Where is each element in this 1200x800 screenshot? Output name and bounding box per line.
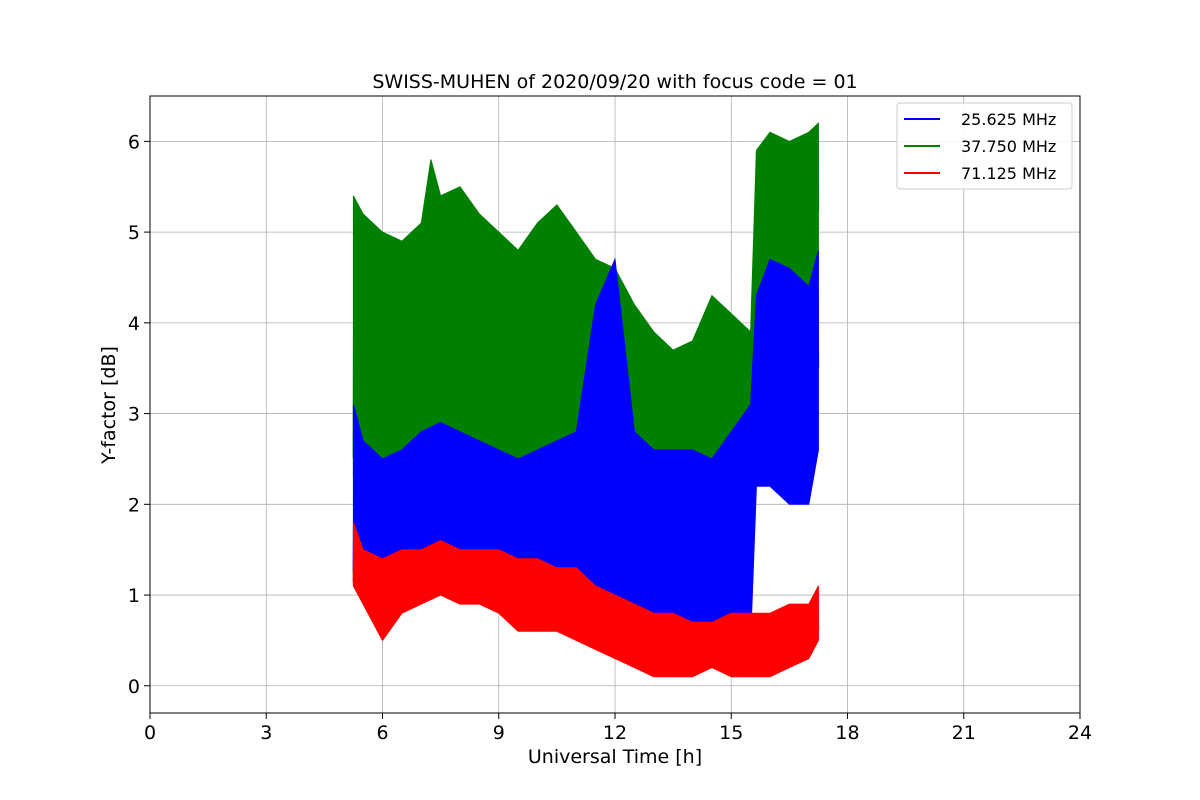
y-tick-label: 4 — [128, 313, 140, 335]
y-tick-label: 6 — [128, 131, 140, 153]
series-trace — [352, 276, 820, 662]
x-tick-label: 9 — [493, 722, 505, 744]
x-axis-ticks: 0 3 6 9 12 15 18 21 24 — [144, 713, 1092, 744]
x-tick-label: 15 — [719, 722, 743, 744]
legend-label-71-125: 71.125 MHz — [961, 164, 1056, 183]
chart-title: SWISS-MUHEN of 2020/09/20 with focus cod… — [372, 71, 857, 93]
x-tick-label: 12 — [603, 722, 627, 744]
x-tick-label: 24 — [1068, 722, 1092, 744]
y-axis-ticks: 0 1 2 3 4 5 6 — [128, 131, 150, 698]
x-axis-label: Universal Time [h] — [528, 746, 702, 768]
y-tick-label: 3 — [128, 404, 140, 426]
y-tick-label: 0 — [128, 676, 140, 698]
series-trace — [352, 534, 820, 677]
y-tick-label: 1 — [128, 585, 140, 607]
data-series — [352, 122, 820, 678]
legend-label-25-625: 25.625 MHz — [961, 110, 1056, 129]
legend-label-37-750: 37.750 MHz — [961, 137, 1056, 156]
y-tick-label: 2 — [128, 494, 140, 516]
x-tick-label: 3 — [260, 722, 272, 744]
y-tick-label: 5 — [128, 222, 140, 244]
legend: 25.625 MHz 37.750 MHz 71.125 MHz — [896, 102, 1073, 190]
x-tick-label: 21 — [952, 722, 976, 744]
y-axis-label: Y-factor [dB] — [98, 346, 120, 465]
x-tick-label: 0 — [144, 722, 156, 744]
series-71-125 — [352, 522, 820, 678]
x-tick-label: 6 — [376, 722, 388, 744]
legend-box — [896, 102, 1073, 190]
x-tick-label: 18 — [835, 722, 859, 744]
